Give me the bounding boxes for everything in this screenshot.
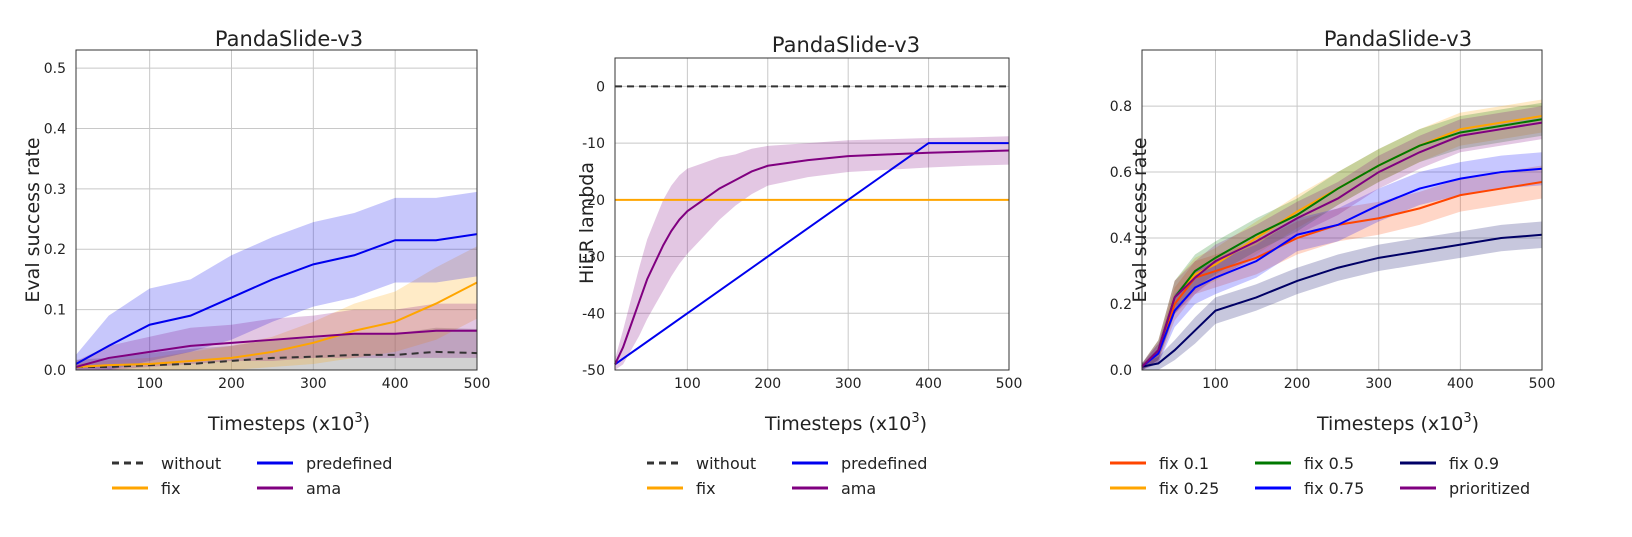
series-line-ama xyxy=(75,329,477,368)
legend-label: predefined xyxy=(841,454,927,473)
chart-2-plot-area: 100 200 300 400 500 0 -10 -20 -30 -40 -50 xyxy=(582,57,1023,392)
y-tick-label: 0.2 xyxy=(1110,297,1132,313)
chart-3-y-axis-label: Eval success rate xyxy=(1129,137,1151,302)
series-band-ama xyxy=(615,136,1009,370)
y-tick-label: 0.0 xyxy=(44,363,66,379)
series-line-prioritized xyxy=(1141,121,1543,368)
legend-label: fix 0.1 xyxy=(1159,454,1209,473)
y-tick-label: -20 xyxy=(582,193,605,209)
x-tick-label: 400 xyxy=(915,376,942,392)
y-tick-label: -10 xyxy=(582,136,605,152)
series-line-fix-0.9 xyxy=(1141,233,1543,368)
series-band-fix-0.1 xyxy=(1142,165,1542,370)
x-tick-label: 500 xyxy=(996,376,1023,392)
series-line-predefined xyxy=(75,233,478,365)
y-tick-label: 0.4 xyxy=(1110,231,1132,247)
series-band-ama xyxy=(76,303,477,370)
x-tick-label: 500 xyxy=(1529,376,1556,392)
y-tick-label: 0.1 xyxy=(44,303,66,319)
plot-frame xyxy=(75,49,478,371)
x-tick-label: 300 xyxy=(1365,376,1392,392)
legend-label: fix xyxy=(696,479,716,498)
chart-3: PandaSlide-v3 100 200 300 400 500 0.0 0.2 0.4 0.… xyxy=(1110,27,1556,498)
chart-2-title: PandaSlide-v3 xyxy=(772,33,920,57)
series-line-predefined xyxy=(614,142,1009,366)
chart-2-y-axis-label: HiER lambda xyxy=(576,162,598,284)
series-line-fix-0.1 xyxy=(1141,180,1543,368)
legend-label: without xyxy=(161,454,221,473)
y-tick-label: 0.6 xyxy=(1110,165,1132,181)
chart-3-x-axis-label: Timesteps (x103) xyxy=(1316,411,1479,435)
legend-label: predefined xyxy=(306,454,392,473)
x-tick-label: 500 xyxy=(464,376,491,392)
legend-label: fix 0.9 xyxy=(1449,454,1499,473)
y-tick-label: 0.0 xyxy=(1110,363,1132,379)
plot-frame xyxy=(1141,49,1543,371)
legend-label: fix 0.5 xyxy=(1304,454,1354,473)
y-tick-label: 0.5 xyxy=(44,61,66,77)
series-line-without xyxy=(76,350,478,368)
series-band-predefined xyxy=(76,191,477,370)
y-tick-label: 0 xyxy=(596,79,605,95)
x-tick-label: 100 xyxy=(1202,376,1229,392)
legend-label: ama xyxy=(841,479,876,498)
chart-1: PandaSlide-v3 100 200 300 400 500 0.0 0.1 0.2 0.… xyxy=(22,27,490,498)
legend-label: without xyxy=(696,454,756,473)
chart-3-plot-area: 100 200 300 400 500 0.0 0.2 0.4 0.6 0.8 xyxy=(1110,49,1556,392)
x-tick-label: 300 xyxy=(300,376,327,392)
y-tick-label: 0.4 xyxy=(44,121,66,137)
x-tick-label: 300 xyxy=(835,376,862,392)
chart-1-title: PandaSlide-v3 xyxy=(215,27,363,51)
legend-label: ama xyxy=(306,479,341,498)
series-band-fix xyxy=(76,246,477,370)
series-line-fix xyxy=(75,281,478,368)
x-tick-label: 400 xyxy=(1447,376,1474,392)
x-tick-label: 100 xyxy=(136,376,163,392)
chart-1-legend: without fix predefined ama xyxy=(112,454,392,498)
legend-label: prioritized xyxy=(1449,479,1530,498)
series-band-prioritized xyxy=(1142,106,1542,371)
chart-2-legend: without fix predefined ama xyxy=(647,454,927,498)
y-tick-label: 0.2 xyxy=(44,242,66,258)
chart-3-legend: fix 0.1 fix 0.25 fix 0.5 fix 0.75 fix 0.9 pri… xyxy=(1110,454,1530,498)
x-tick-label: 200 xyxy=(1284,376,1311,392)
plot-frame xyxy=(614,57,1010,371)
x-tick-label: 100 xyxy=(674,376,701,392)
chart-2: PandaSlide-v3 100 200 300 400 500 0 -10 -20 -30 -… xyxy=(576,33,1022,498)
y-tick-label: 0.3 xyxy=(44,182,66,198)
y-tick-label: -50 xyxy=(582,363,605,379)
legend-label: fix 0.25 xyxy=(1159,479,1219,498)
legend-label: fix xyxy=(161,479,181,498)
chart-1-y-axis-label: Eval success rate xyxy=(22,137,44,302)
y-tick-label: -40 xyxy=(582,306,605,322)
x-tick-label: 400 xyxy=(382,376,409,392)
series-line-fix-0.75 xyxy=(1141,167,1543,368)
series-line-ama xyxy=(614,149,1010,365)
y-tick-label: -30 xyxy=(582,250,605,266)
series-band-fix-0.9 xyxy=(1142,221,1542,370)
y-tick-label: 0.8 xyxy=(1110,99,1132,115)
x-tick-label: 200 xyxy=(754,376,781,392)
chart-3-title: PandaSlide-v3 xyxy=(1324,27,1472,51)
legend-label: fix 0.75 xyxy=(1304,479,1364,498)
x-tick-label: 200 xyxy=(218,376,245,392)
chart-1-x-axis-label: Timesteps (x103) xyxy=(207,411,370,435)
chart-2-x-axis-label: Timesteps (x103) xyxy=(764,411,927,435)
chart-1-plot-area: 100 200 300 400 500 0.0 0.1 0.2 0.3 0.4 0.5 xyxy=(44,49,491,392)
series-band-without xyxy=(76,327,477,370)
